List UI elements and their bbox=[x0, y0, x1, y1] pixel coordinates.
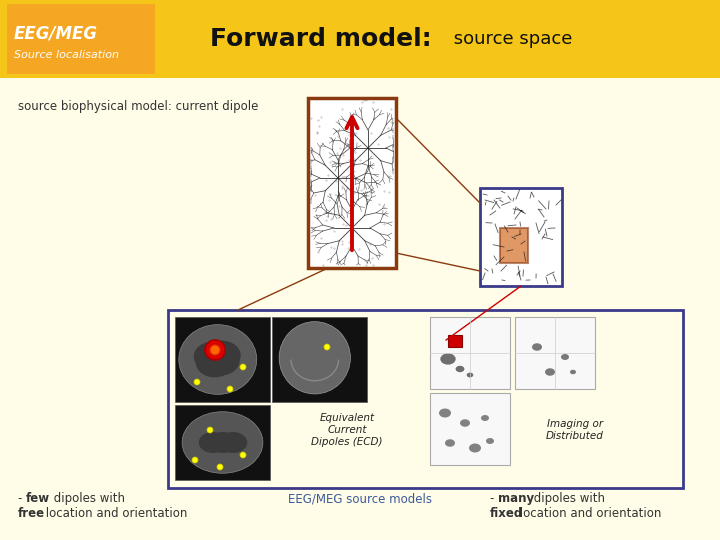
Ellipse shape bbox=[561, 354, 569, 360]
Text: Forward model:: Forward model: bbox=[210, 27, 431, 51]
Bar bbox=[0, 0, 720, 78]
Circle shape bbox=[217, 464, 223, 470]
Bar bbox=[430, 317, 510, 389]
Bar bbox=[272, 317, 367, 402]
Text: free: free bbox=[18, 507, 45, 520]
Ellipse shape bbox=[486, 438, 494, 444]
Ellipse shape bbox=[209, 432, 238, 453]
Bar bbox=[168, 310, 683, 488]
Ellipse shape bbox=[203, 341, 240, 370]
Ellipse shape bbox=[279, 322, 351, 394]
Text: -: - bbox=[490, 492, 498, 505]
Circle shape bbox=[205, 340, 225, 360]
Ellipse shape bbox=[445, 439, 455, 447]
Circle shape bbox=[194, 379, 200, 385]
Text: Imaging or
Distributed: Imaging or Distributed bbox=[546, 419, 604, 441]
Ellipse shape bbox=[194, 342, 232, 372]
Circle shape bbox=[240, 452, 246, 458]
Circle shape bbox=[240, 364, 246, 370]
Bar bbox=[500, 228, 528, 263]
Ellipse shape bbox=[532, 343, 542, 351]
Text: dipoles with: dipoles with bbox=[530, 492, 605, 505]
Ellipse shape bbox=[219, 432, 247, 453]
Ellipse shape bbox=[469, 443, 481, 453]
Text: location and orientation: location and orientation bbox=[516, 507, 662, 520]
Text: source biophysical model: current dipole: source biophysical model: current dipole bbox=[18, 100, 258, 113]
Ellipse shape bbox=[439, 408, 451, 417]
Ellipse shape bbox=[196, 348, 234, 377]
Ellipse shape bbox=[182, 411, 263, 473]
Ellipse shape bbox=[481, 415, 489, 421]
Circle shape bbox=[207, 427, 213, 433]
Text: location and orientation: location and orientation bbox=[42, 507, 187, 520]
Text: Source localisation: Source localisation bbox=[14, 50, 119, 60]
Text: source space: source space bbox=[448, 30, 572, 48]
Ellipse shape bbox=[456, 366, 464, 372]
Circle shape bbox=[192, 457, 198, 463]
Bar bbox=[448, 335, 462, 347]
Ellipse shape bbox=[441, 353, 456, 365]
Circle shape bbox=[210, 345, 220, 355]
Bar bbox=[430, 393, 510, 465]
Text: many: many bbox=[498, 492, 534, 505]
Text: Equivalent
Current
Dipoles (ECD): Equivalent Current Dipoles (ECD) bbox=[311, 414, 383, 447]
Text: EEG/MEG: EEG/MEG bbox=[14, 25, 98, 43]
Text: EEG/MEG source models: EEG/MEG source models bbox=[288, 492, 432, 505]
Bar bbox=[480, 188, 562, 286]
Ellipse shape bbox=[202, 346, 240, 375]
Circle shape bbox=[227, 386, 233, 392]
Circle shape bbox=[324, 344, 330, 350]
Bar bbox=[515, 317, 595, 389]
Text: -: - bbox=[18, 492, 26, 505]
Bar bbox=[308, 98, 396, 268]
Ellipse shape bbox=[199, 432, 228, 453]
Text: few: few bbox=[26, 492, 50, 505]
Ellipse shape bbox=[570, 370, 576, 374]
Ellipse shape bbox=[460, 419, 470, 427]
Bar bbox=[175, 317, 270, 402]
Text: dipoles with: dipoles with bbox=[50, 492, 125, 505]
Bar bbox=[7, 4, 155, 74]
Text: fixed: fixed bbox=[490, 507, 523, 520]
Bar bbox=[175, 405, 270, 480]
Ellipse shape bbox=[467, 373, 473, 377]
Ellipse shape bbox=[179, 325, 257, 394]
Ellipse shape bbox=[545, 368, 555, 376]
